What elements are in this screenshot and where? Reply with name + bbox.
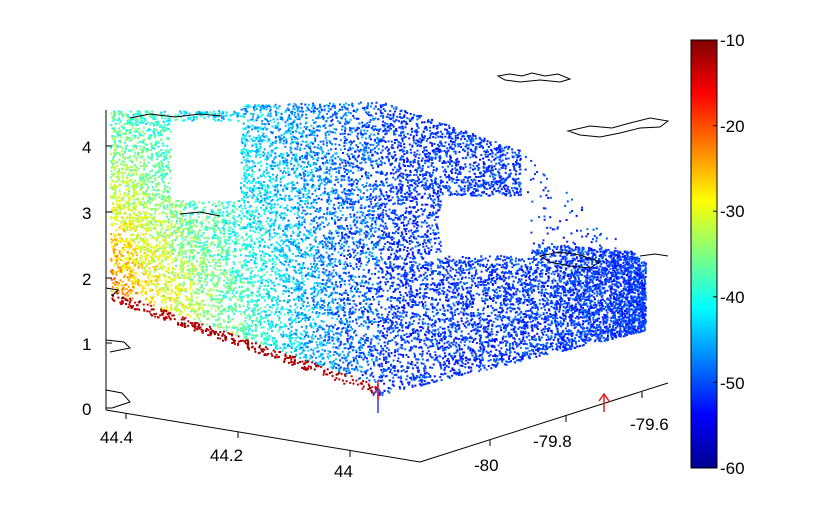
latitude-tick-44: 44: [334, 462, 353, 481]
longitude-tick--79.6: -79.6: [630, 415, 669, 434]
colorbar-tick--30: -30: [720, 202, 745, 221]
height-tick-labels: 0 1 2 3 4: [82, 138, 91, 419]
coastline-left-2: [105, 339, 132, 353]
height-tick-3: 3: [82, 204, 91, 223]
coastline-top-left: [129, 113, 223, 119]
longitude-tick--80: -80: [474, 456, 499, 475]
axes-frame: [105, 110, 669, 463]
site-markers: [372, 380, 610, 413]
colorbar-gradient: [690, 39, 718, 469]
longitude-axis-line: [419, 382, 669, 463]
colorbar-tick--20: -20: [720, 117, 745, 136]
coastline-top-right: [496, 72, 572, 83]
height-tick-1: 1: [82, 335, 91, 354]
coastline-right-3: [639, 253, 669, 257]
red-arrow-marker-longitude: [598, 392, 610, 412]
colorbar-tick--60: -60: [720, 459, 745, 478]
latitude-axis-line: [105, 409, 421, 463]
longitude-tick--79.8: -79.8: [533, 432, 572, 451]
colorbar: -10 -20 -30 -40 -50 -60: [690, 31, 745, 478]
latitude-tick-labels: 44.4 44.2 44: [100, 428, 353, 481]
coastline-mid-left: [179, 211, 221, 217]
coastline-left-1: [105, 287, 120, 297]
coastline-right-1: [566, 117, 670, 138]
colorbar-tick--40: -40: [720, 288, 745, 307]
colorbar-tick--50: -50: [720, 374, 745, 393]
latitude-tick-44.4: 44.4: [100, 428, 133, 447]
reflectivity-point-cloud: [110, 101, 647, 396]
latitude-tick-44.2: 44.2: [210, 446, 243, 465]
coastline-right-2: [538, 251, 602, 269]
height-tick-2: 2: [82, 270, 91, 289]
colorbar-ticks: [713, 39, 717, 469]
coastline-outlines: [105, 72, 670, 409]
height-tick-4: 4: [82, 138, 91, 157]
longitude-tick-labels: -80 -79.8 -79.6: [474, 415, 669, 475]
coastline-left-3: [105, 389, 131, 409]
height-tick-0: 0: [82, 400, 91, 419]
colorbar-tick--10: -10: [720, 31, 745, 50]
